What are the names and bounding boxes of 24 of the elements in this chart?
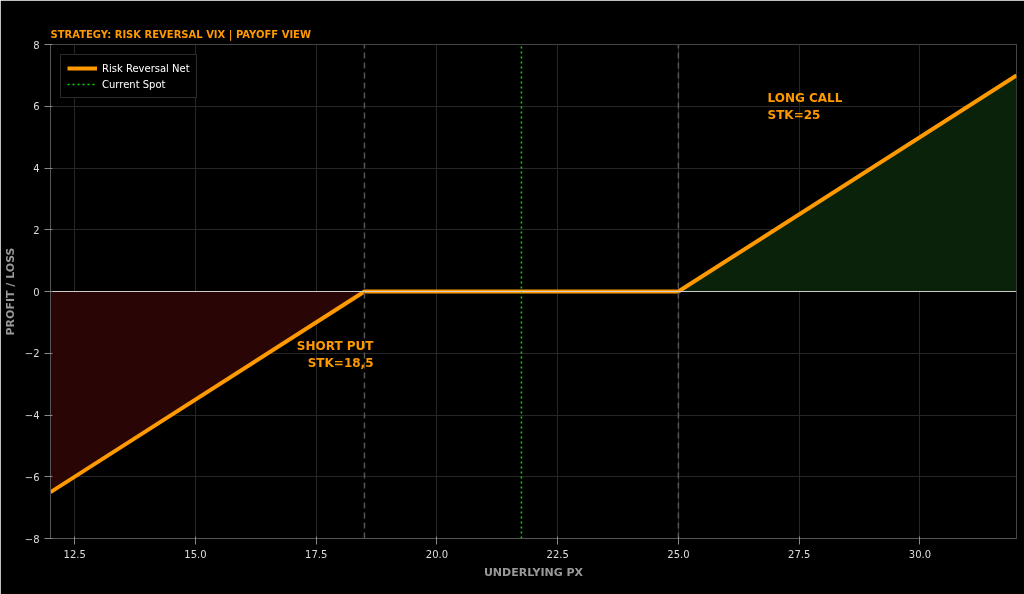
y-tick-label: 4	[33, 163, 40, 174]
x-tick-label: 22.5	[546, 548, 569, 560]
y-tick-label: −4	[24, 410, 40, 421]
annotation: LONG CALL STK=25	[767, 91, 843, 122]
y-tick-label: −6	[24, 471, 40, 483]
x-tick-label: 30.0	[908, 548, 932, 560]
x-tick-label: 27.5	[788, 548, 811, 560]
x-tick-label: 15.0	[184, 548, 207, 560]
x-tick-label: 20.0	[425, 548, 449, 560]
legend-label: Current Spot	[102, 77, 166, 91]
y-tick-label: 0	[33, 286, 40, 298]
y-tick-label: 2	[33, 224, 40, 236]
y-tick-label: 6	[33, 101, 40, 113]
x-tick-label: 12.5	[63, 548, 86, 560]
y-tick-label: −2	[24, 348, 40, 360]
x-tick-label: 17.5	[305, 548, 328, 560]
chart-title: STRATEGY: RISK REVERSAL VIX | PAYOFF VIEW	[50, 28, 311, 41]
y-tick-label: −8	[24, 533, 40, 545]
x-tick-label: 25.0	[667, 548, 690, 560]
y-tick-label: 8	[33, 39, 40, 51]
legend-label: Risk Reversal Net	[102, 61, 190, 75]
y-axis-title: PROFIT / LOSS	[3, 247, 17, 336]
annotation: SHORT PUT STK=18,5	[296, 339, 375, 370]
x-axis-title: UNDERLYING PX	[483, 565, 584, 579]
